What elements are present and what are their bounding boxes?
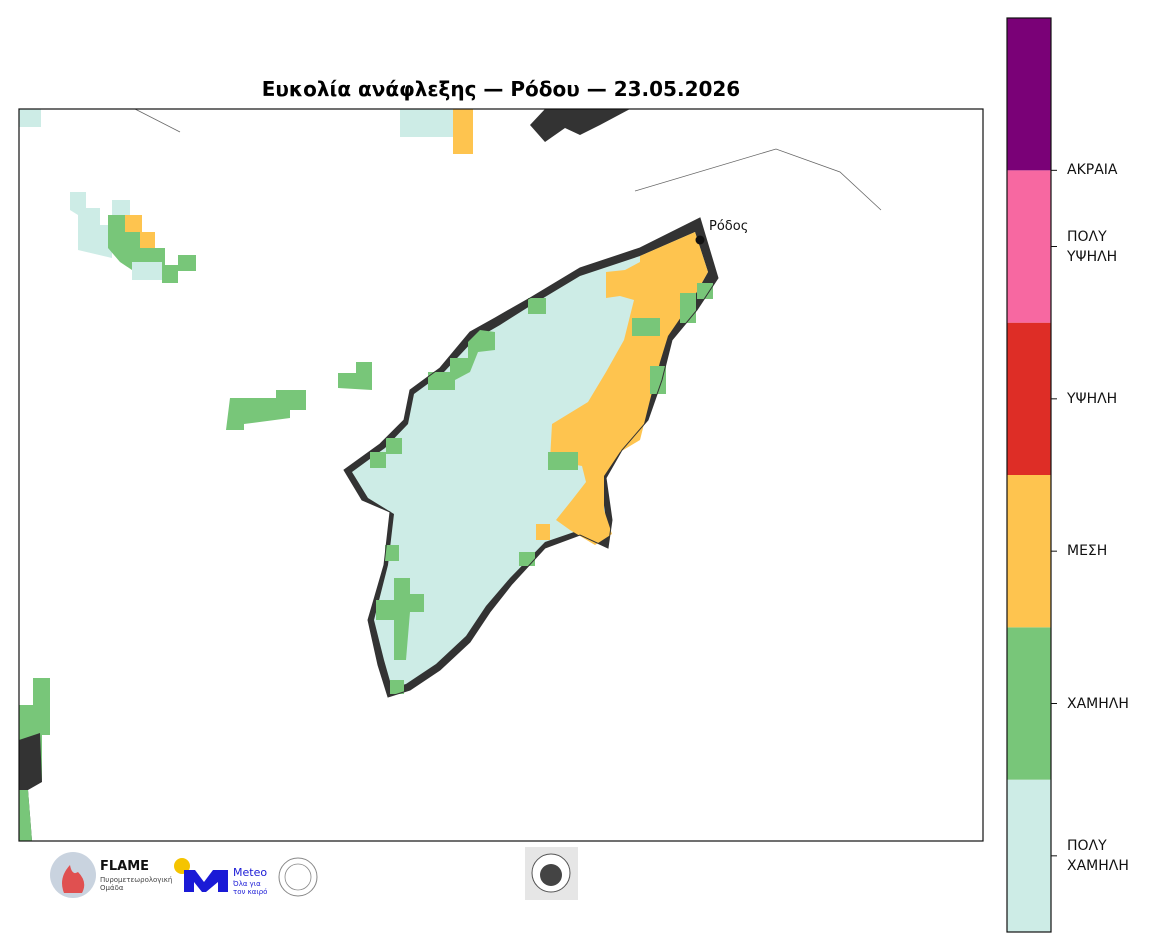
island-fill (352, 232, 708, 688)
legend-label: ΜΕΣΗ (1067, 543, 1108, 560)
flame-subtext: Πυρομετεωρολογική Ομάδα (100, 876, 173, 892)
rhodes-seal-inner (540, 864, 562, 886)
colorbar-segment (1007, 627, 1051, 780)
pixel (697, 283, 713, 299)
pixel (385, 545, 399, 561)
pixel (453, 109, 473, 154)
city-marker (695, 235, 705, 245)
pixel (390, 680, 404, 694)
legend-label: ΠΟΛΥ ΧΑΜΗΛΗ (1067, 837, 1129, 874)
pixel (338, 362, 372, 390)
pixel (125, 215, 155, 248)
flame-text: FLAME (100, 859, 150, 874)
border (634, 148, 882, 211)
seal-logo (278, 857, 318, 897)
flame-icon (62, 865, 85, 893)
pixel (548, 452, 578, 470)
pixel (680, 293, 696, 323)
pixel (70, 192, 112, 258)
pixel (226, 390, 306, 430)
border (134, 108, 181, 133)
legend-label: ΧΑΜΗΛΗ (1067, 695, 1129, 712)
colorbar-segment (1007, 475, 1051, 628)
map-content (19, 108, 882, 841)
pixel (536, 524, 550, 540)
meteo-text: Meteo (233, 866, 268, 879)
colorbar-frame (1006, 17, 1052, 933)
pixel (112, 200, 130, 215)
pixel (632, 318, 660, 336)
pixel (650, 366, 666, 394)
pixel (132, 262, 162, 280)
colorbar (1006, 17, 1057, 933)
colorbar-segment (1007, 170, 1051, 323)
map-frame (18, 108, 984, 842)
pixel (400, 109, 460, 137)
seal-inner (284, 863, 312, 891)
pixel (19, 109, 41, 127)
pixel (428, 330, 495, 390)
legend-label: ΥΨΗΛΗ (1067, 390, 1118, 407)
legend-label: ΠΟΛΥ ΥΨΗΛΗ (1067, 228, 1118, 265)
pixel (386, 438, 402, 454)
meteo-subtext: Όλα για τον καιρό (233, 880, 268, 896)
colorbar-segment (1007, 779, 1051, 932)
legend-label: ΑΚΡΑΙΑ (1067, 162, 1118, 179)
pixel (528, 298, 546, 314)
pixel (178, 255, 196, 271)
meteo-logo (184, 870, 228, 892)
colorbar-segment (1007, 18, 1051, 171)
pixel (370, 452, 386, 468)
city-label: Ρόδος (709, 219, 749, 234)
pixel (519, 552, 535, 566)
land (530, 109, 630, 142)
pixel (19, 790, 32, 841)
medium-zone (550, 232, 708, 545)
coastline (343, 217, 719, 698)
map-title: Ευκολία ανάφλεξης — Ρόδου — 23.05.2026 (261, 77, 741, 101)
colorbar-segment (1007, 322, 1051, 475)
pixel (376, 578, 424, 660)
